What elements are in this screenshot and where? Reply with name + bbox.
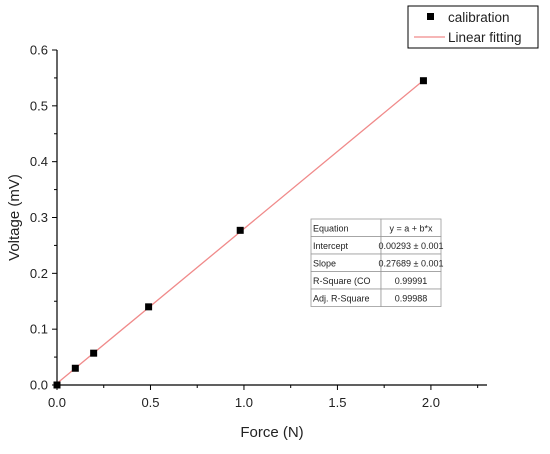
fit-results-table: Equation y = a + b*x Intercept 0.00293 ± 0.… bbox=[310, 218, 444, 307]
fit-table-value: 0.27689 ± 0.001 bbox=[379, 259, 444, 269]
y-tick-label: 0.0 bbox=[30, 378, 48, 393]
x-tick-label: 0.5 bbox=[141, 395, 159, 410]
data-point bbox=[236, 226, 244, 234]
fit-table-label: Intercept bbox=[313, 241, 349, 251]
y-tick-label: 0.4 bbox=[30, 154, 48, 169]
y-axis-label: Voltage (mV) bbox=[6, 174, 23, 261]
legend-marker-calibration bbox=[427, 13, 434, 20]
axes: 0.0 0.5 1.0 1.5 2.0 0.0 0.1 0.2 0.3 0.4 0.5 0.6 bbox=[30, 43, 487, 410]
legend-label-fit: Linear fitting bbox=[448, 30, 522, 45]
fit-table-value: 0.99988 bbox=[395, 294, 428, 304]
fit-table-label: R-Square (CO bbox=[313, 276, 371, 286]
data-points-layer bbox=[53, 77, 427, 389]
data-point bbox=[71, 364, 79, 372]
fit-table-label: Slope bbox=[313, 259, 336, 269]
x-tick-label: 0.0 bbox=[48, 395, 66, 410]
data-point bbox=[53, 381, 61, 389]
x-tick-label: 2.0 bbox=[422, 395, 440, 410]
fit-table-label: Equation bbox=[313, 224, 349, 234]
fit-table-value: 0.00293 ± 0.001 bbox=[379, 241, 444, 251]
fit-table-value: y = a + b*x bbox=[389, 224, 433, 234]
y-tick-label: 0.6 bbox=[30, 43, 48, 58]
legend: calibration Linear fitting bbox=[407, 5, 539, 49]
y-tick-label: 0.2 bbox=[30, 266, 48, 281]
x-axis-label: Force (N) bbox=[240, 424, 303, 441]
x-tick-label: 1.5 bbox=[328, 395, 346, 410]
y-tick-label: 0.5 bbox=[30, 98, 48, 113]
x-tick-label: 1.0 bbox=[235, 395, 253, 410]
data-point bbox=[145, 303, 153, 311]
fit-table-value: 0.99991 bbox=[395, 276, 428, 286]
data-point bbox=[90, 349, 98, 357]
fit-table-label: Adj. R-Square bbox=[313, 294, 370, 304]
y-tick-label: 0.1 bbox=[30, 322, 48, 337]
fit-table-cell bbox=[380, 288, 442, 307]
legend-label-calibration: calibration bbox=[448, 10, 510, 25]
y-tick-label: 0.3 bbox=[30, 210, 48, 225]
data-point bbox=[419, 77, 427, 85]
